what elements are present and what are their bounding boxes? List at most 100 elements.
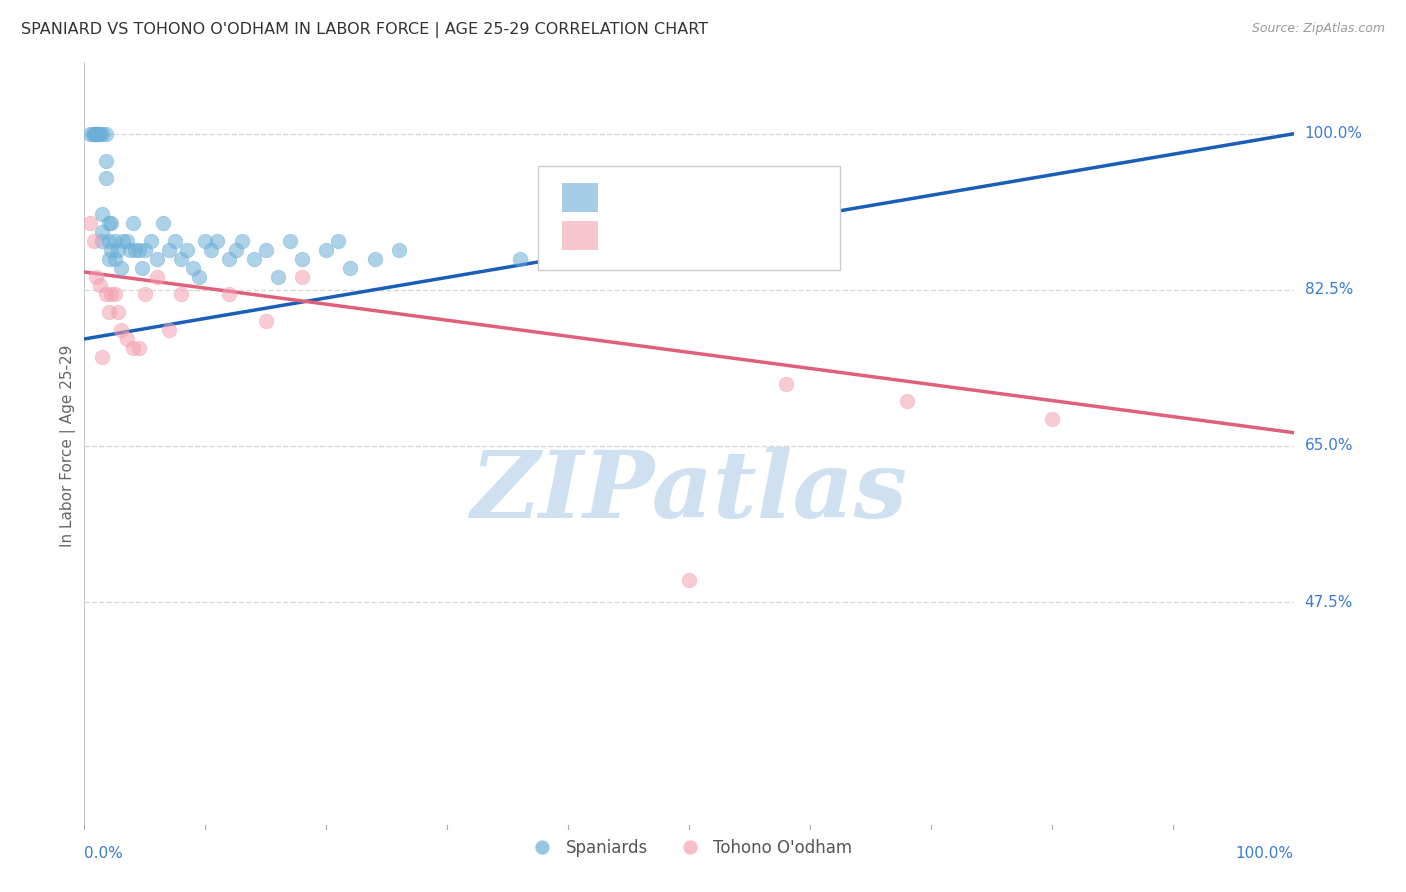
- Point: [152, 216, 174, 230]
- Point: [157, 323, 180, 337]
- Point: [134, 287, 156, 301]
- Point: [115, 234, 138, 248]
- Point: [315, 243, 337, 257]
- Point: [200, 243, 222, 257]
- Bar: [562, 183, 599, 212]
- Text: R = -0.240    N = 25: R = -0.240 N = 25: [607, 227, 792, 244]
- FancyBboxPatch shape: [538, 166, 841, 269]
- Point: [86, 269, 108, 284]
- Point: [165, 234, 187, 248]
- Text: R =   0.523    N = 59: R = 0.523 N = 59: [607, 188, 796, 206]
- Point: [79, 127, 101, 141]
- Text: 65.0%: 65.0%: [1305, 439, 1353, 453]
- Point: [134, 243, 156, 257]
- Point: [104, 234, 127, 248]
- Point: [218, 252, 240, 266]
- Point: [131, 260, 153, 275]
- Point: [207, 234, 229, 248]
- Point: [146, 269, 169, 284]
- Point: [170, 252, 193, 266]
- Point: [89, 278, 111, 293]
- Point: [291, 252, 314, 266]
- Point: [100, 287, 122, 301]
- Point: [176, 243, 198, 257]
- Point: [157, 243, 180, 257]
- Legend: Spaniards, Tohono O'odham: Spaniards, Tohono O'odham: [519, 832, 859, 863]
- Point: [128, 243, 150, 257]
- Point: [82, 127, 104, 141]
- Point: [678, 573, 700, 587]
- Point: [87, 127, 110, 141]
- Point: [79, 216, 101, 230]
- Text: 47.5%: 47.5%: [1305, 595, 1353, 609]
- Point: [120, 243, 142, 257]
- Point: [100, 243, 122, 257]
- Point: [128, 341, 150, 355]
- Point: [97, 305, 120, 319]
- Point: [94, 171, 117, 186]
- Point: [124, 243, 146, 257]
- Point: [388, 243, 411, 257]
- Point: [267, 269, 290, 284]
- Point: [112, 234, 135, 248]
- Point: [110, 323, 132, 337]
- Point: [97, 252, 120, 266]
- Point: [231, 234, 253, 248]
- Text: 100.0%: 100.0%: [1305, 127, 1362, 141]
- Point: [97, 216, 120, 230]
- Point: [146, 252, 169, 266]
- Point: [86, 127, 108, 141]
- Point: [115, 332, 138, 346]
- Point: [218, 287, 240, 301]
- Point: [139, 234, 162, 248]
- Point: [170, 287, 193, 301]
- Point: [121, 216, 143, 230]
- Point: [121, 341, 143, 355]
- Point: [188, 269, 211, 284]
- Point: [91, 225, 114, 239]
- Point: [86, 127, 108, 141]
- Point: [107, 305, 129, 319]
- Point: [89, 127, 111, 141]
- Point: [100, 216, 122, 230]
- Point: [896, 394, 918, 409]
- Point: [181, 260, 204, 275]
- Point: [83, 234, 105, 248]
- Point: [254, 314, 277, 328]
- Text: 82.5%: 82.5%: [1305, 283, 1353, 297]
- Point: [278, 234, 301, 248]
- Text: 100.0%: 100.0%: [1236, 846, 1294, 861]
- Point: [775, 376, 797, 391]
- Point: [86, 127, 108, 141]
- Point: [91, 207, 114, 221]
- Y-axis label: In Labor Force | Age 25-29: In Labor Force | Age 25-29: [60, 345, 76, 547]
- Point: [91, 234, 114, 248]
- Point: [225, 243, 247, 257]
- Bar: [562, 221, 599, 251]
- Point: [94, 127, 117, 141]
- Point: [104, 252, 127, 266]
- Point: [509, 252, 531, 266]
- Point: [363, 252, 385, 266]
- Point: [94, 153, 117, 168]
- Text: ZIPatlas: ZIPatlas: [471, 447, 907, 537]
- Point: [254, 243, 277, 257]
- Text: SPANIARD VS TOHONO O'ODHAM IN LABOR FORCE | AGE 25-29 CORRELATION CHART: SPANIARD VS TOHONO O'ODHAM IN LABOR FORC…: [21, 22, 709, 38]
- Point: [104, 287, 127, 301]
- Point: [94, 287, 117, 301]
- Point: [91, 350, 114, 364]
- Point: [339, 260, 361, 275]
- Text: 0.0%: 0.0%: [84, 846, 124, 861]
- Point: [97, 234, 120, 248]
- Point: [91, 127, 114, 141]
- Point: [242, 252, 264, 266]
- Point: [1040, 412, 1063, 426]
- Point: [86, 127, 108, 141]
- Point: [328, 234, 350, 248]
- Point: [194, 234, 217, 248]
- Point: [110, 260, 132, 275]
- Point: [291, 269, 314, 284]
- Point: [83, 127, 105, 141]
- Point: [107, 243, 129, 257]
- Text: Source: ZipAtlas.com: Source: ZipAtlas.com: [1251, 22, 1385, 36]
